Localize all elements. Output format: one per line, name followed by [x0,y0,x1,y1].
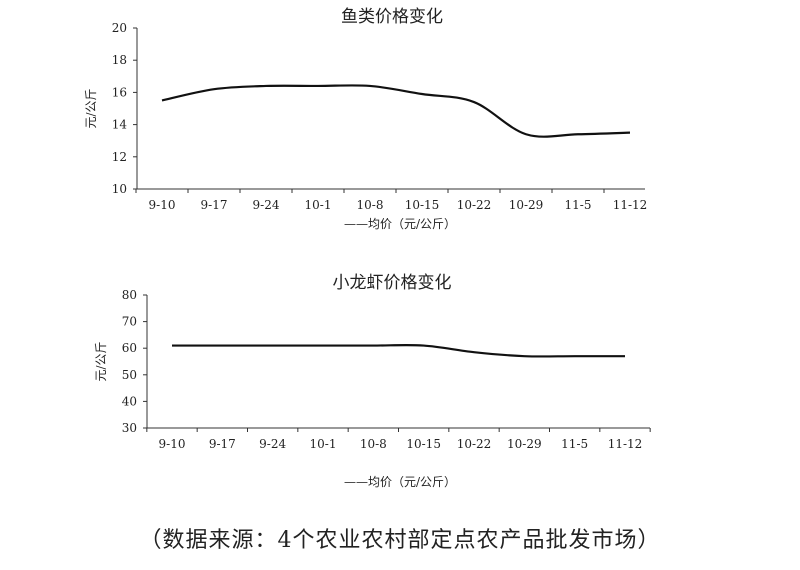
x-tick-label: 10-22 [457,198,492,212]
x-tick-label: 9-10 [159,437,186,451]
x-tick-label: 9-24 [259,437,286,451]
x-tick-label: 10-1 [305,198,332,212]
y-tick-label: 60 [122,341,137,355]
crayfish-price-chart: 小龙虾价格变化 30 40 50 60 70 80 9-10 9-17 9-24 10-1 10-8 1… [94,273,651,489]
y-tick-label: 70 [122,315,137,329]
x-tick-label: 11-12 [613,198,648,212]
x-tick-label: 9-10 [149,198,176,212]
x-tick-label: 11-5 [561,437,588,451]
x-tick-label: 9-17 [201,198,228,212]
y-tick-label: 10 [112,182,127,196]
y-axis-label: 元/公斤 [84,88,98,128]
y-tick-label: 16 [112,85,127,99]
x-tick-label: 10-8 [357,198,384,212]
legend-entry: ——均价（元/公斤） [344,475,456,489]
x-tick-label: 10-1 [310,437,337,451]
y-axis-label: 元/公斤 [94,341,108,381]
fish-price-chart: 鱼类价格变化 10 12 14 16 18 20 9-10 9-17 9-24 10-1 10-8 10… [84,7,647,231]
data-source-caption: （数据来源：4个农业农村部定点农产品批发市场） [139,528,661,553]
chart-title: 鱼类价格变化 [341,7,443,27]
y-tick-label: 50 [122,368,137,382]
x-tick-label: 9-17 [209,437,236,451]
x-tick-label: 10-8 [360,437,387,451]
x-tick-label: 11-12 [608,437,643,451]
charts-canvas: 鱼类价格变化 10 12 14 16 18 20 9-10 9-17 9-24 10-1 10-8 10… [84,7,651,489]
x-tick-label: 10-15 [405,198,440,212]
y-tick-label: 40 [122,394,137,408]
x-tick-label: 10-22 [457,437,492,451]
y-tick-label: 20 [112,21,127,35]
y-tick-label: 12 [112,150,127,164]
y-tick-label: 14 [112,118,128,132]
y-tick-label: 18 [112,53,127,67]
x-tick-label: 10-15 [406,437,441,451]
x-tick-label: 10-29 [507,437,542,451]
series-line [161,84,631,138]
x-tick-label: 11-5 [565,198,592,212]
legend-entry: ——均价（元/公斤） [344,217,456,231]
x-tick-label: 9-24 [253,198,280,212]
y-tick-label: 30 [122,421,137,435]
x-tick-label: 10-29 [509,198,544,212]
chart-title: 小龙虾价格变化 [333,273,452,293]
series-line [172,343,625,358]
y-tick-label: 80 [122,288,137,302]
